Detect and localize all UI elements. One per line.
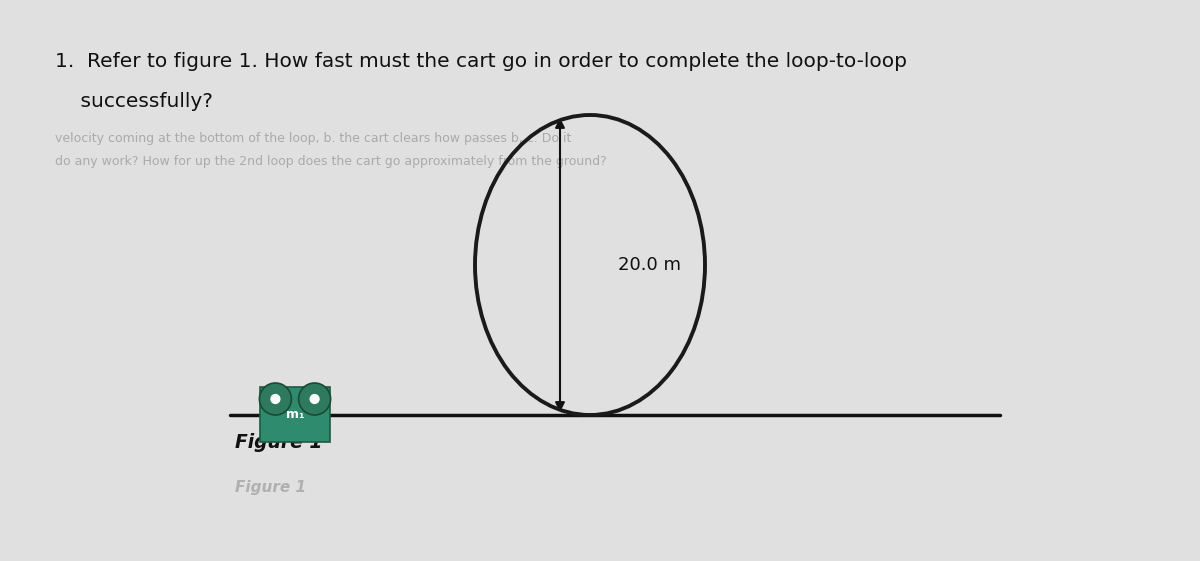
Circle shape	[299, 383, 331, 415]
Circle shape	[270, 394, 281, 404]
Text: m₁: m₁	[286, 408, 305, 421]
Text: do any work? How for up the 2nd loop does the cart go approximately from the gro: do any work? How for up the 2nd loop doe…	[55, 155, 607, 168]
Text: Figure 1: Figure 1	[235, 480, 306, 495]
Text: Figure 1: Figure 1	[235, 433, 323, 452]
Text: 20.0 m: 20.0 m	[618, 256, 682, 274]
Text: successfully?: successfully?	[55, 92, 212, 111]
FancyBboxPatch shape	[260, 387, 330, 442]
Text: velocity coming at the bottom of the loop, b. the cart clears how passes b, c. D: velocity coming at the bottom of the loo…	[55, 132, 571, 145]
Circle shape	[259, 383, 292, 415]
Circle shape	[310, 394, 319, 404]
Text: 1.  Refer to figure 1. How fast must the cart go in order to complete the loop-t: 1. Refer to figure 1. How fast must the …	[55, 52, 907, 71]
